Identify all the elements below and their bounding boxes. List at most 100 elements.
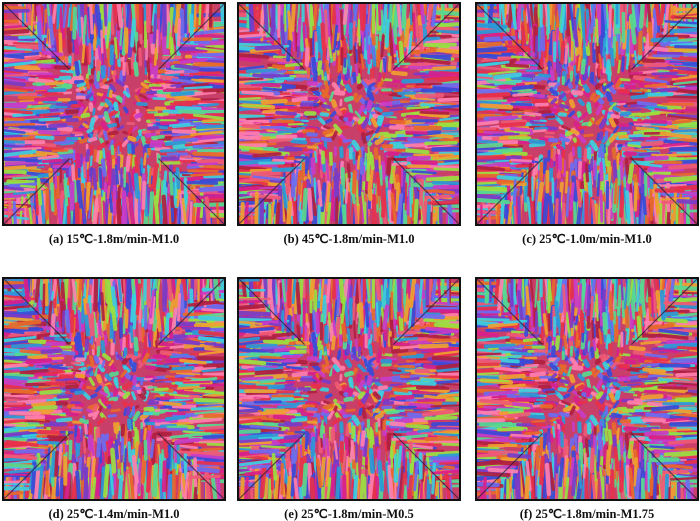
grain xyxy=(486,79,517,86)
grain xyxy=(326,44,331,65)
grain xyxy=(144,132,157,138)
grain xyxy=(179,8,185,42)
grain xyxy=(12,200,17,225)
grain xyxy=(667,100,698,104)
grain xyxy=(432,180,460,185)
grain xyxy=(344,83,353,93)
grain xyxy=(26,3,32,26)
grain xyxy=(439,116,460,122)
grain xyxy=(513,179,517,207)
grain xyxy=(136,101,148,107)
grain xyxy=(71,164,76,185)
grain xyxy=(410,96,436,101)
grain xyxy=(325,59,330,75)
grain xyxy=(631,3,638,28)
grain xyxy=(3,169,27,175)
grain xyxy=(161,194,168,225)
grain xyxy=(609,133,618,143)
grain xyxy=(383,146,397,152)
grain xyxy=(527,162,532,182)
grain xyxy=(196,12,225,18)
grain xyxy=(3,117,25,122)
grain xyxy=(286,200,292,225)
grain xyxy=(131,353,142,360)
grain xyxy=(638,3,645,29)
grain xyxy=(261,87,287,92)
grain xyxy=(354,63,359,77)
grain xyxy=(255,3,263,30)
micrograph-frame xyxy=(237,2,461,226)
grain xyxy=(343,87,352,98)
grain xyxy=(619,160,624,181)
grain xyxy=(437,161,460,166)
grain xyxy=(647,21,654,50)
grain xyxy=(393,62,411,66)
grain xyxy=(569,3,575,31)
grain xyxy=(3,140,25,144)
grain xyxy=(156,89,175,96)
grain xyxy=(404,182,408,211)
grain xyxy=(599,189,604,223)
grain xyxy=(238,177,271,184)
grain xyxy=(196,194,225,200)
grain xyxy=(148,167,152,188)
grain xyxy=(153,65,159,79)
grain xyxy=(328,91,335,102)
grain xyxy=(74,128,85,132)
grain xyxy=(628,156,646,161)
grain xyxy=(122,90,131,98)
grain xyxy=(539,50,544,69)
micrograph xyxy=(476,3,698,225)
grain xyxy=(385,157,392,176)
grain xyxy=(138,93,149,100)
grain xyxy=(80,112,91,119)
grain xyxy=(515,3,523,31)
grain xyxy=(555,116,564,125)
grain xyxy=(290,138,308,145)
grain xyxy=(324,80,330,92)
grain xyxy=(389,108,404,112)
grain xyxy=(378,71,382,82)
grain xyxy=(3,76,26,81)
grain xyxy=(610,116,620,125)
grain xyxy=(558,136,570,143)
grain xyxy=(86,127,95,134)
grain xyxy=(366,100,373,111)
grain xyxy=(381,77,393,82)
grain xyxy=(670,12,698,19)
grain xyxy=(555,153,560,169)
grain xyxy=(655,168,685,172)
grain xyxy=(202,372,225,377)
grain xyxy=(419,194,451,201)
grain xyxy=(79,137,91,144)
grain xyxy=(329,110,338,118)
grain xyxy=(580,3,587,38)
grain xyxy=(390,3,396,29)
grain xyxy=(331,130,338,141)
grain xyxy=(301,50,306,69)
grain xyxy=(546,3,551,34)
grain xyxy=(419,58,451,65)
grain xyxy=(100,196,106,225)
grain xyxy=(476,186,511,192)
grain xyxy=(121,94,126,106)
grain xyxy=(560,147,566,161)
grain xyxy=(19,195,24,225)
grain xyxy=(403,18,411,48)
grain xyxy=(544,135,555,139)
grain xyxy=(312,98,320,105)
grain xyxy=(526,3,532,33)
grain xyxy=(502,150,528,156)
grain xyxy=(100,29,104,54)
grain-boundary xyxy=(3,157,71,225)
grain xyxy=(476,181,497,185)
grain xyxy=(190,172,223,177)
grain xyxy=(56,198,63,225)
grain xyxy=(558,92,567,100)
grain xyxy=(610,187,615,220)
grain xyxy=(55,82,73,88)
grain xyxy=(390,192,398,225)
grain xyxy=(640,140,664,147)
grain xyxy=(419,3,426,25)
grain xyxy=(550,98,558,105)
